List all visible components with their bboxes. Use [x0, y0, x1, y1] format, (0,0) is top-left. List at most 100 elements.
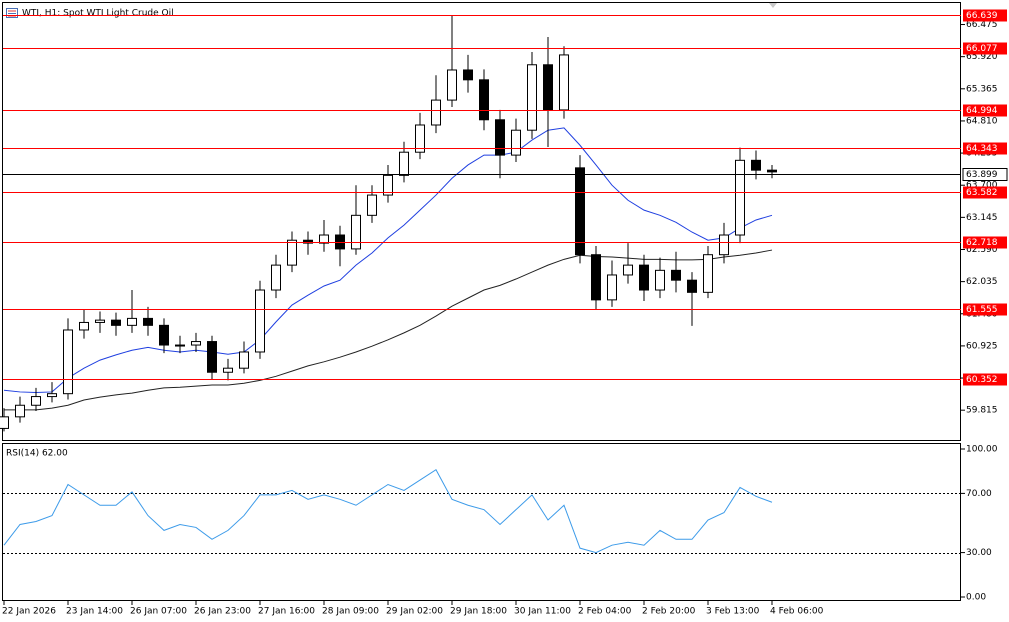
- last-price-label: 63.899: [966, 170, 998, 180]
- candle-body: [399, 151, 409, 176]
- candle-body: [655, 269, 665, 291]
- x-tick-label: 4 Feb 06:00: [770, 607, 824, 617]
- candle-body: [207, 341, 217, 373]
- level-label: 60.352: [966, 375, 998, 385]
- y-tick-label: 63.700: [966, 181, 998, 191]
- candle-body: [719, 234, 729, 256]
- candle-body: [735, 159, 745, 236]
- candle-body: [239, 351, 249, 369]
- candle-body: [591, 254, 601, 301]
- level-label-box: [963, 142, 1007, 155]
- candle-body: [543, 64, 553, 111]
- level-label: 66.639: [966, 11, 998, 21]
- candle-body: [367, 194, 377, 216]
- y-tick-label: 0.00: [966, 592, 986, 602]
- candle-body: [479, 79, 489, 121]
- level-label: 62.718: [966, 238, 998, 248]
- candle-body: [495, 119, 505, 156]
- level-label: 66.077: [966, 44, 998, 54]
- level-label: 63.582: [966, 188, 998, 198]
- y-tick-label: 62.035: [966, 277, 998, 287]
- x-tick-label: 26 Jan 07:00: [130, 607, 187, 617]
- rsi-panel: [2, 443, 961, 601]
- candle-body: [47, 393, 57, 398]
- y-tick-label: 100.00: [966, 444, 998, 454]
- candle-body: [671, 269, 681, 281]
- candle-body: [687, 279, 697, 293]
- candle-body: [511, 129, 521, 156]
- candle-body: [767, 169, 777, 173]
- x-tick-label: 29 Jan 18:00: [450, 607, 507, 617]
- level-label-box: [963, 104, 1007, 117]
- x-tick-label: 2 Feb 04:00: [578, 607, 632, 617]
- candle-body: [79, 321, 89, 331]
- y-tick-label: 65.365: [966, 84, 998, 94]
- x-tick-label: 23 Jan 14:00: [66, 607, 123, 617]
- candle-body: [63, 329, 73, 395]
- candle-body: [303, 239, 313, 244]
- candle-body: [159, 324, 169, 346]
- level-label-box: [963, 236, 1007, 249]
- shift-marker: [769, 3, 777, 8]
- candle-body: [319, 234, 329, 244]
- x-tick-label: 28 Jan 09:00: [322, 607, 379, 617]
- candle-body: [191, 341, 201, 346]
- last-price-box: [962, 168, 1008, 181]
- symbol-icon: [6, 8, 18, 18]
- candle-body: [223, 367, 233, 373]
- y-tick-label: 66.475: [966, 20, 998, 30]
- x-tick-label: 27 Jan 16:00: [258, 607, 315, 617]
- chart-title: WTI, H1: Spot WTI Light Crude Oil: [22, 9, 174, 19]
- candle-body: [703, 254, 713, 293]
- x-tick-label: 26 Jan 23:00: [194, 607, 251, 617]
- candle-body: [111, 319, 121, 326]
- candle-body: [95, 319, 105, 323]
- candle-body: [383, 174, 393, 196]
- candle-body: [559, 54, 569, 111]
- y-tick-label: 64.810: [966, 116, 998, 126]
- candle-body: [175, 344, 185, 347]
- candle-body: [527, 64, 537, 131]
- candle-body: [335, 234, 345, 250]
- candle-body: [623, 264, 633, 276]
- moving-average: [3, 127, 773, 394]
- level-label-box: [963, 42, 1007, 55]
- candle-body: [415, 124, 425, 153]
- candle-body: [31, 396, 41, 406]
- y-tick-label: 63.145: [966, 213, 998, 223]
- x-tick-label: 2 Feb 20:00: [642, 607, 696, 617]
- y-tick-label: 59.815: [966, 406, 998, 416]
- candle-body: [127, 317, 137, 326]
- candle-body: [751, 159, 761, 171]
- x-tick-label: 3 Feb 13:00: [706, 607, 760, 617]
- candle-body: [271, 264, 281, 291]
- main-panel: [2, 2, 961, 441]
- x-tick-label: 22 Jan 2026: [2, 607, 56, 617]
- candle-body: [0, 416, 9, 429]
- level-label-box: [963, 186, 1007, 199]
- y-tick-label: 60.925: [966, 341, 998, 351]
- candle-body: [575, 167, 585, 256]
- level-label-box: [963, 373, 1007, 386]
- y-tick-label: 65.920: [966, 52, 998, 62]
- y-tick-label: 62.590: [966, 245, 998, 255]
- level-label: 64.994: [966, 106, 998, 116]
- y-tick-label: 30.00: [966, 548, 992, 558]
- candle-body: [607, 274, 617, 301]
- level-label-box: [963, 9, 1007, 22]
- level-label: 61.555: [966, 305, 998, 315]
- candle-body: [255, 289, 265, 353]
- candle-body: [143, 317, 153, 326]
- y-tick-label: 70.00: [966, 489, 992, 499]
- level-label-box: [963, 303, 1007, 316]
- candle-body: [447, 69, 457, 101]
- rsi-title: RSI(14) 62.00: [6, 449, 68, 459]
- candle-body: [351, 214, 361, 250]
- rsi-line: [3, 469, 773, 554]
- x-tick-label: 29 Jan 02:00: [386, 607, 443, 617]
- candle-body: [431, 99, 441, 126]
- level-label: 64.343: [966, 144, 998, 154]
- x-tick-label: 30 Jan 11:00: [514, 607, 571, 617]
